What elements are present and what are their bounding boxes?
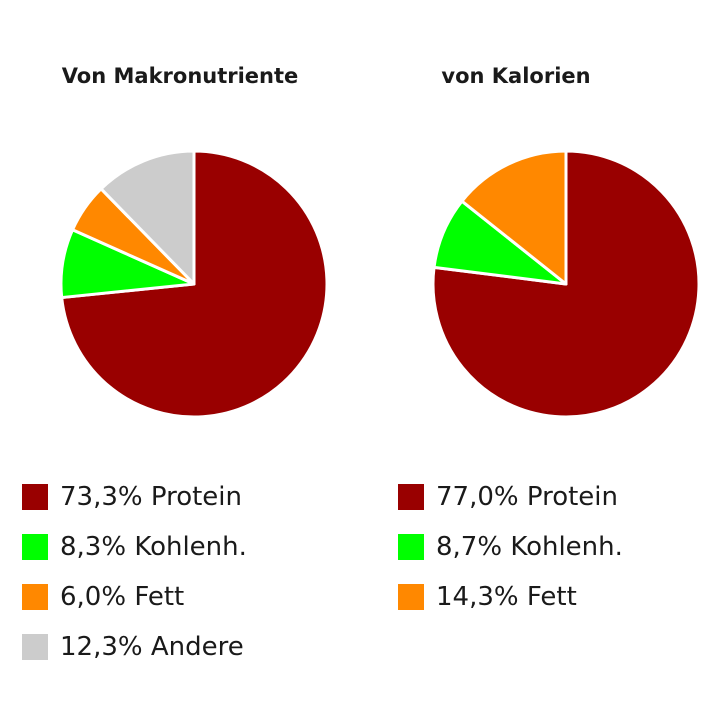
legend-label: 77,0% Protein xyxy=(436,482,618,512)
calorie-pie xyxy=(431,149,701,419)
pie-slice-andere xyxy=(99,149,196,286)
legend-label: 73,3% Protein xyxy=(60,482,242,512)
legend-label: 14,3% Fett xyxy=(436,582,577,612)
pie-slice-fett xyxy=(460,149,568,286)
macronutrient-chart: Von Makronutriente 73,3% Protein 8,3% Koh… xyxy=(22,64,329,672)
legend-item: 8,3% Kohlenh. xyxy=(22,522,247,572)
legend-label: 12,3% Andere xyxy=(60,632,244,662)
legend-swatch xyxy=(22,634,48,660)
legend-label: 8,3% Kohlenh. xyxy=(60,532,247,562)
calorie-legend: 77,0% Protein 8,7% Kohlenh. 14,3% Fett xyxy=(398,472,623,622)
legend-item: 77,0% Protein xyxy=(398,472,623,522)
legend-label: 8,7% Kohlenh. xyxy=(436,532,623,562)
legend-label: 6,0% Fett xyxy=(60,582,185,612)
legend-item: 12,3% Andere xyxy=(22,622,247,672)
legend-swatch xyxy=(22,484,48,510)
legend-item: 14,3% Fett xyxy=(398,572,623,622)
calorie-chart: von Kalorien 77,0% Protein 8,7% Kohlenh. 1… xyxy=(360,0,720,720)
legend-item: 6,0% Fett xyxy=(22,572,247,622)
legend-item: 8,7% Kohlenh. xyxy=(398,522,623,572)
legend-swatch xyxy=(22,534,48,560)
legend-swatch xyxy=(398,484,424,510)
macronutrient-pie xyxy=(59,149,329,419)
legend-swatch xyxy=(398,534,424,560)
legend-swatch xyxy=(22,584,48,610)
chart-title: Von Makronutriente xyxy=(61,64,299,88)
legend-swatch xyxy=(398,584,424,610)
macronutrient-legend: 73,3% Protein 8,3% Kohlenh. 6,0% Fett 12,3%… xyxy=(22,472,247,672)
chart-title: von Kalorien xyxy=(441,64,591,88)
legend-item: 73,3% Protein xyxy=(22,472,247,522)
